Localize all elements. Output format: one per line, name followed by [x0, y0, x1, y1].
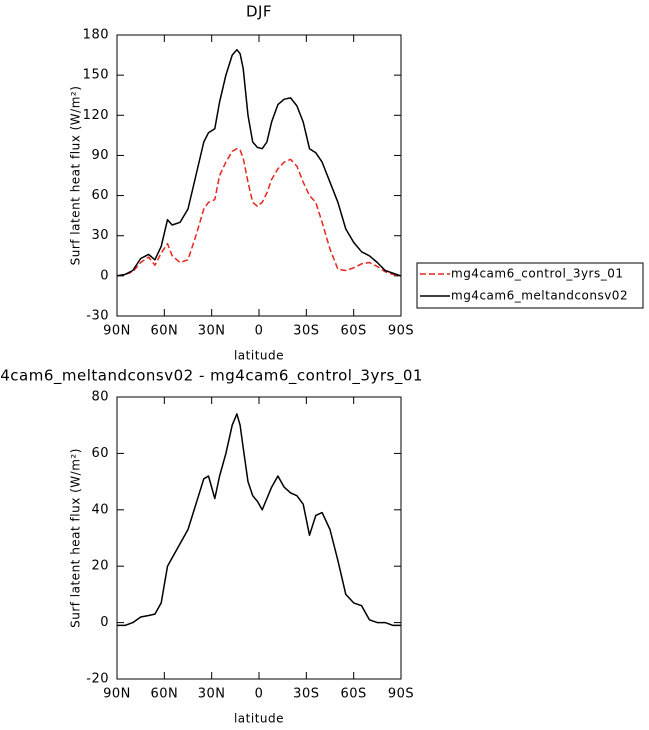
y-tick-label: 60: [91, 188, 109, 203]
x-tick-label: 30S: [293, 687, 319, 702]
y-tick-label: 0: [100, 615, 109, 630]
x-tick-label: 60S: [341, 687, 367, 702]
y-tick-label: 120: [83, 108, 109, 123]
x-tick-label: 90S: [388, 687, 414, 702]
legend-label: mg4cam6_control_3yrs_01: [451, 267, 624, 281]
data-line: [116, 147, 402, 277]
y-tick-label: 30: [91, 228, 109, 243]
y-axis-label: Surf latent heat flux (W/m²): [69, 86, 83, 266]
x-tick-label: 60N: [150, 687, 178, 702]
y-tick-label: 0: [100, 268, 109, 283]
y-tick-label: 40: [91, 502, 109, 517]
x-axis-label: latitude: [234, 712, 284, 726]
x-tick-label: 30N: [198, 687, 226, 702]
y-tick-label: 80: [91, 390, 109, 405]
data-line: [117, 413, 401, 627]
y-tick-label: -20: [86, 672, 109, 687]
x-axis-label: latitude: [234, 349, 284, 363]
legend-box: [416, 262, 644, 309]
x-tick-label: 90N: [103, 324, 131, 339]
y-tick-label: -30: [86, 309, 109, 324]
chart-title: mg4cam6_meltandconsv02 - mg4cam6_control…: [0, 367, 423, 386]
plot-frame: [116, 34, 402, 317]
x-tick-label: 0: [255, 687, 264, 702]
x-tick-label: 60S: [341, 324, 367, 339]
y-tick-label: 20: [91, 559, 109, 574]
y-tick-label: 150: [83, 68, 109, 83]
y-tick-label: 60: [91, 446, 109, 461]
chart-title: DJF: [246, 3, 272, 21]
x-tick-label: 30N: [198, 324, 226, 339]
x-tick-label: 0: [255, 324, 264, 339]
y-tick-label: 180: [83, 28, 109, 43]
x-tick-label: 30S: [293, 324, 319, 339]
y-axis-label: Surf latent heat flux (W/m²): [69, 448, 83, 628]
y-tick-label: 90: [91, 148, 109, 163]
x-tick-label: 90N: [103, 687, 131, 702]
legend-label: mg4cam6_meltandconsv02: [451, 289, 628, 303]
x-tick-label: 60N: [150, 324, 178, 339]
x-tick-label: 90S: [388, 324, 414, 339]
plot-frame: [116, 396, 402, 680]
data-line: [116, 48, 402, 277]
